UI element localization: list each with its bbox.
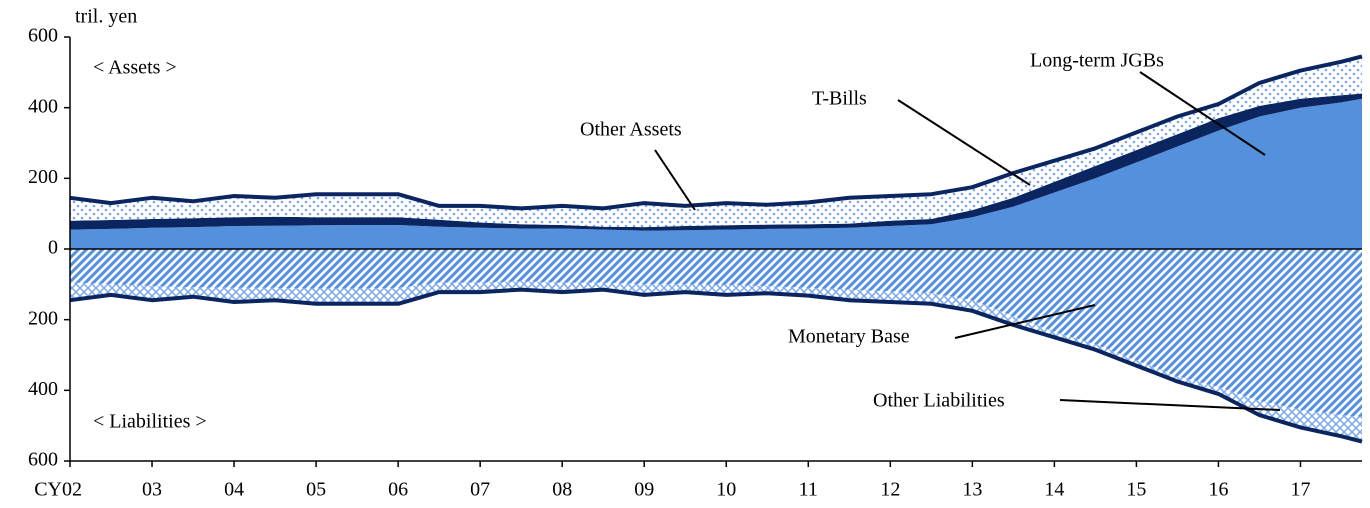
y-tick-label: 200 xyxy=(28,307,58,329)
plot-area xyxy=(69,54,1363,444)
total-outline xyxy=(69,54,1363,211)
annotation: Long-term JGBs xyxy=(1030,50,1164,72)
annotation: Other Assets xyxy=(580,119,682,141)
unit-label: tril. yen xyxy=(75,6,137,28)
area xyxy=(70,93,1362,231)
y-tick-label: 400 xyxy=(28,378,58,400)
leader-line xyxy=(1139,71,1266,156)
x-tick-label: 15 xyxy=(1126,479,1146,501)
area xyxy=(70,56,1362,228)
x-tick-label: CY02 xyxy=(34,479,82,501)
annotation: < Assets > xyxy=(93,57,177,79)
x-tick-label: 10 xyxy=(716,479,736,501)
x-tick-label: 04 xyxy=(224,479,244,501)
y-tick-label: 0 xyxy=(48,237,58,259)
leader-line xyxy=(954,304,1096,339)
x-tick-label: 17 xyxy=(1290,479,1310,501)
total-outline xyxy=(69,287,1363,444)
area xyxy=(70,249,1362,417)
leader-line xyxy=(1059,399,1281,411)
x-tick-label: 06 xyxy=(388,479,408,501)
x-tick-label: 07 xyxy=(470,479,490,501)
annotation: < Liabilities > xyxy=(93,411,207,433)
x-tick-label: 13 xyxy=(962,479,982,501)
y-tick-label: 400 xyxy=(28,95,58,117)
x-tick-label: 09 xyxy=(634,479,654,501)
y-tick-label: 600 xyxy=(28,449,58,471)
x-tick-label: 14 xyxy=(1044,479,1064,501)
annotation: Other Liabilities xyxy=(873,390,1005,412)
x-tick-label: 16 xyxy=(1208,479,1228,501)
x-tick-label: 05 xyxy=(306,479,326,501)
leader-line xyxy=(654,149,696,211)
y-tick-label: 600 xyxy=(28,25,58,47)
x-tick-label: 12 xyxy=(880,479,900,501)
x-tick-label: 03 xyxy=(142,479,162,501)
y-tick-label: 200 xyxy=(28,166,58,188)
annotation: Monetary Base xyxy=(788,326,910,348)
x-tick-label: 11 xyxy=(799,479,818,501)
annotation: T-Bills xyxy=(812,88,867,110)
x-tick-label: 08 xyxy=(552,479,572,501)
area xyxy=(70,98,1362,249)
leader-line xyxy=(897,99,1031,186)
